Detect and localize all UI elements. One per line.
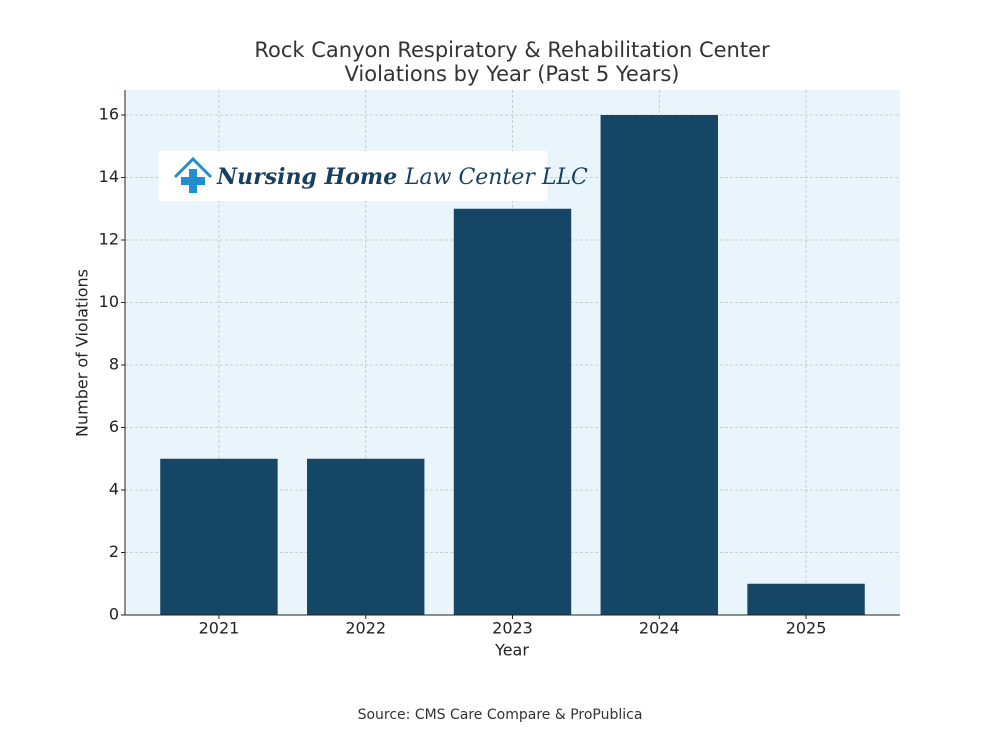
- bar: [307, 458, 425, 615]
- y-tick-label: 14: [99, 167, 119, 186]
- bar: [600, 115, 718, 615]
- y-tick-label: 12: [99, 230, 119, 249]
- logo-text: Nursing Home Law Center LLC: [216, 164, 588, 190]
- bar: [453, 208, 572, 615]
- y-tick-label: 2: [109, 542, 119, 561]
- y-tick-label: 0: [109, 605, 119, 624]
- bar: [747, 583, 865, 615]
- logo-roof: [173, 156, 213, 179]
- y-tick-label: 10: [99, 292, 119, 311]
- x-tick-label: 2022: [345, 619, 386, 638]
- logo: Nursing Home Law Center LLC: [159, 151, 588, 201]
- bar: [160, 458, 278, 615]
- y-tick-label: 16: [99, 105, 119, 124]
- chart-title: Rock Canyon Respiratory & Rehabilitation…: [254, 38, 770, 62]
- chart-subtitle: Violations by Year (Past 5 Years): [345, 62, 680, 86]
- logo-rest: Law Center LLC: [404, 165, 588, 190]
- y-tick-label: 6: [109, 417, 119, 436]
- x-tick-label: 2021: [199, 619, 240, 638]
- x-tick-label: 2025: [786, 619, 827, 638]
- y-tick-label: 8: [109, 355, 119, 374]
- logo-bold: Nursing Home: [216, 164, 397, 190]
- x-tick-label: 2024: [639, 619, 680, 638]
- y-tick-label: 4: [109, 480, 119, 499]
- logo-cross: [181, 177, 205, 185]
- logo-box: [159, 151, 547, 201]
- x-tick-label: 2023: [492, 619, 533, 638]
- source-note: Source: CMS Care Compare & ProPublica: [358, 707, 643, 723]
- x-axis-label: Year: [494, 641, 529, 660]
- bars: [160, 115, 865, 615]
- y-axis-label: Number of Violations: [73, 269, 92, 437]
